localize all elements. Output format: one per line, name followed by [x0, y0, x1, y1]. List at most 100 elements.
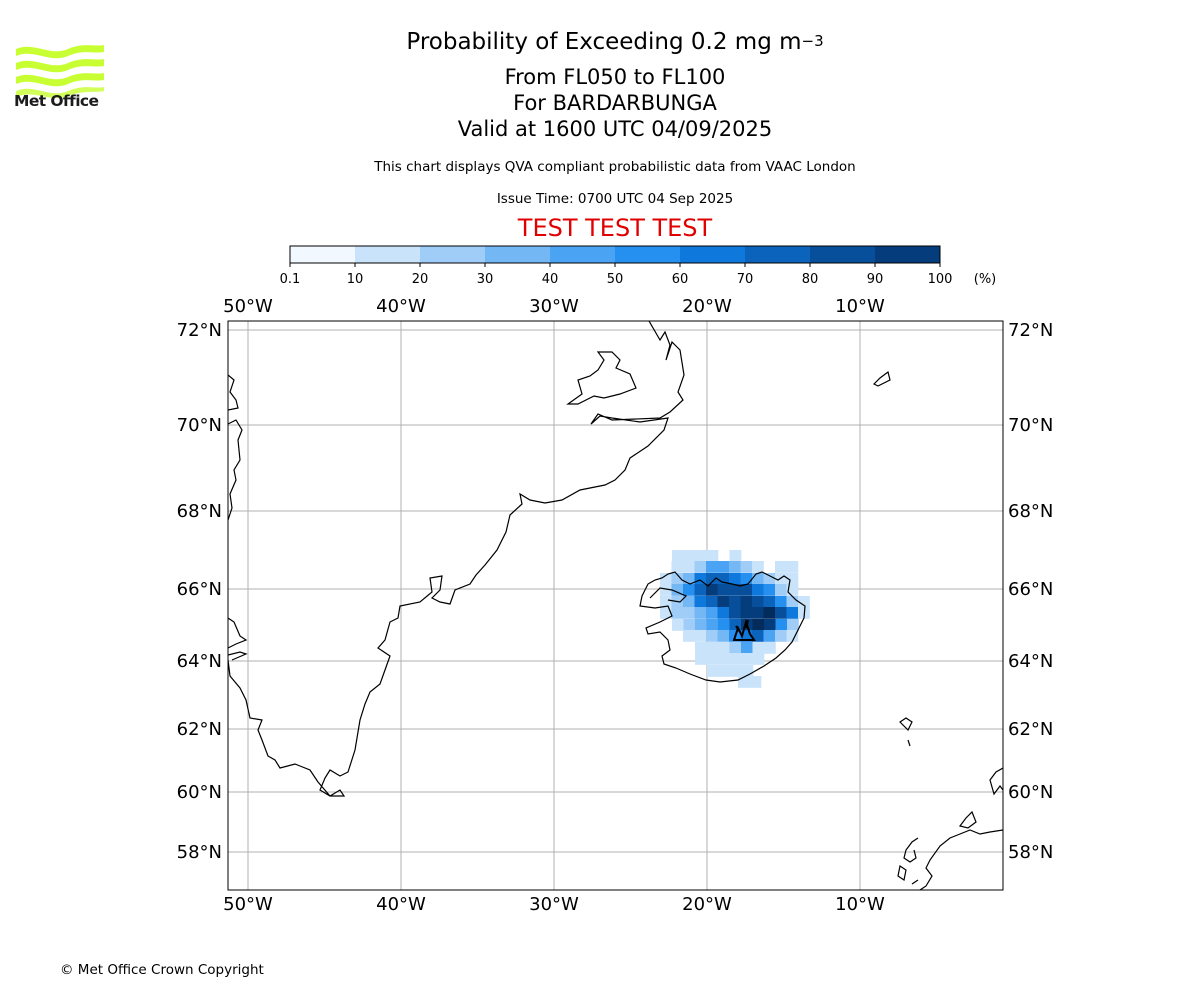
probability-cell [763, 596, 776, 608]
probability-cell [775, 573, 787, 585]
probability-cell [707, 665, 719, 677]
lat-label-left: 66°N [177, 579, 222, 600]
greenland-east-cape [228, 374, 239, 411]
colorbar-segment [875, 246, 941, 263]
colorbar: 0.1 10 20 30 40 50 60 70 80 90 100 [280, 245, 952, 287]
probability-cell [718, 653, 730, 665]
probability-cell [729, 607, 741, 619]
probability-cell [775, 561, 787, 573]
probability-cell [694, 607, 707, 619]
probability-cell [695, 619, 707, 631]
probability-cell [695, 642, 707, 654]
shetland [989, 767, 1003, 796]
probability-cell [671, 584, 684, 596]
probability-cell [775, 607, 787, 619]
lat-label-left: 58°N [177, 842, 222, 863]
colorbar-segment [550, 246, 616, 263]
test-banner: TEST TEST TEST [517, 214, 713, 242]
probability-cell [683, 584, 695, 596]
probability-cell [798, 596, 810, 608]
orkney [958, 810, 977, 829]
lat-label-left: 70°N [177, 415, 222, 436]
colorbar-segment [485, 246, 551, 263]
probability-cell [683, 596, 695, 608]
probability-cell [660, 607, 672, 619]
probability-cell [729, 619, 742, 631]
issue-time: Issue Time: 0700 UTC 04 Sep 2025 [496, 191, 734, 207]
colorbar-tick-label: 70 [737, 272, 754, 287]
colorbar-segment [745, 246, 811, 263]
probability-cell [741, 642, 753, 654]
colorbar-segment [355, 246, 421, 263]
probability-cell [717, 607, 730, 619]
probability-cell [706, 630, 718, 642]
lat-label-right: 62°N [1008, 719, 1053, 740]
iceland-westfjords [649, 587, 688, 603]
lon-label-bottom: 10°W [835, 894, 885, 915]
lat-label-left: 68°N [177, 501, 222, 522]
probability-cell [683, 561, 695, 573]
level-range: From FL050 to FL100 [504, 65, 726, 89]
scotland [903, 829, 1003, 890]
probability-cell [729, 573, 741, 585]
probability-cell [740, 607, 753, 619]
lat-label-left: 62°N [177, 719, 222, 740]
probability-cell [775, 584, 787, 596]
lat-label-right: 60°N [1008, 782, 1053, 803]
valid-time: Valid at 1600 UTC 04/09/2025 [457, 117, 773, 141]
probability-cell [706, 607, 718, 619]
colorbar-tick-label: 10 [347, 272, 364, 287]
probability-cell [729, 653, 742, 665]
lon-label-bottom: 30°W [529, 894, 579, 915]
probability-cell [729, 596, 741, 608]
probability-cell [695, 653, 707, 665]
probability-cell [671, 607, 684, 619]
probability-cell [694, 584, 707, 596]
lat-label-right: 66°N [1008, 579, 1053, 600]
lat-label-right: 70°N [1008, 415, 1053, 436]
probability-cell [717, 573, 730, 585]
probability-cell [752, 642, 765, 654]
greenland-north [566, 351, 637, 405]
lon-label-bottom: 50°W [223, 894, 273, 915]
colorbar-tick-label: 20 [412, 272, 429, 287]
probability-cell [694, 630, 707, 642]
colorbar-tick-label: 80 [802, 272, 819, 287]
probability-cell [718, 665, 731, 677]
probability-cell [752, 630, 764, 642]
lon-label-top: 20°W [682, 296, 732, 317]
probability-cell [740, 630, 753, 642]
lat-label-right: 68°N [1008, 501, 1053, 522]
probability-cell [749, 676, 762, 688]
colorbar-tick-label: 0.1 [280, 272, 301, 287]
lat-label-left: 64°N [177, 651, 222, 672]
probability-cell [752, 561, 764, 573]
probability-cell [729, 561, 741, 573]
volcano-icon [732, 618, 756, 641]
probability-cell [683, 607, 695, 619]
hebrides [897, 865, 919, 885]
volcano-name: For BARDARBUNGA [513, 91, 717, 115]
probability-cell [738, 676, 750, 688]
probability-cell [718, 642, 730, 654]
title-superscript: −3 [801, 32, 824, 50]
lat-label-left: 60°N [177, 782, 222, 803]
probability-cell [775, 619, 788, 631]
chart-title: Probability of Exceeding 0.2 mg m−3 [406, 29, 824, 55]
probability-cell [717, 584, 730, 596]
probability-cell [741, 653, 753, 665]
logo-text: Met Office [14, 92, 99, 110]
probability-cell [752, 584, 764, 596]
probability-cell [763, 584, 776, 596]
probability-cell [706, 596, 718, 608]
lon-label-top: 40°W [376, 296, 426, 317]
colorbar-tick-label: 90 [867, 272, 884, 287]
probability-cell [683, 550, 696, 562]
lon-label-top: 10°W [835, 296, 885, 317]
lat-label-right: 64°N [1008, 651, 1053, 672]
colorbar-unit: (%) [974, 272, 997, 287]
probability-cell [764, 642, 776, 654]
probability-cell [717, 561, 730, 573]
probability-cell [787, 619, 799, 631]
map-frame [227, 320, 1004, 891]
